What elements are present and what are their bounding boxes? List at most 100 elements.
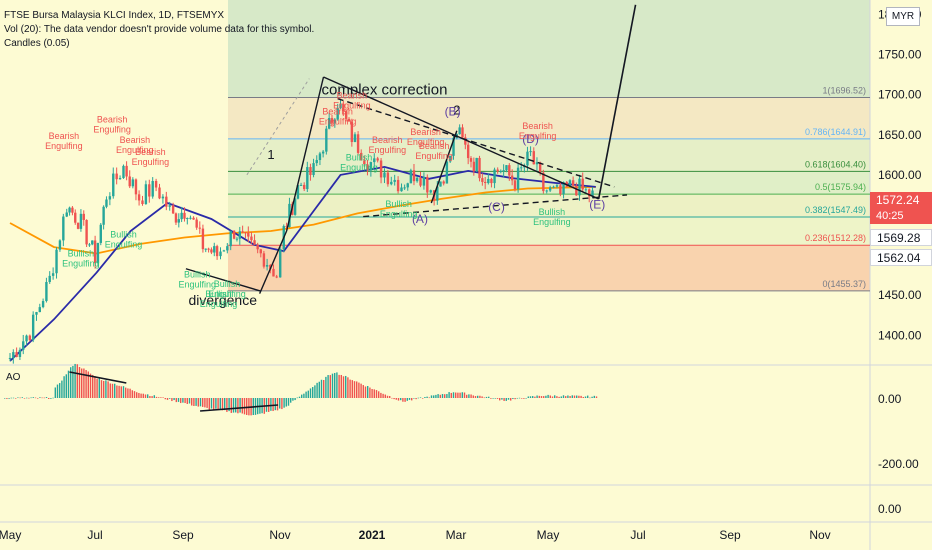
volume-indicator-label[interactable]: Vol (20): The data vendor doesn't provid… — [4, 24, 315, 35]
ao-bar — [373, 389, 375, 398]
currency-badge[interactable]: MYR — [886, 7, 920, 26]
candle — [490, 177, 493, 188]
candle-body — [490, 178, 493, 184]
candle — [68, 206, 71, 216]
ma-price-label: 1569.28 — [870, 229, 932, 246]
ao-bar — [578, 395, 580, 398]
ao-bar — [217, 398, 219, 410]
candle — [22, 334, 25, 355]
ao-bar — [83, 368, 85, 398]
candle-body — [247, 232, 250, 237]
candle — [481, 173, 484, 186]
candle-body — [575, 185, 578, 196]
candle-body — [363, 160, 366, 165]
candle — [475, 157, 478, 173]
pattern-label-line2: Engulfing — [45, 141, 83, 151]
candle — [342, 100, 345, 116]
candle — [96, 242, 100, 267]
candle-body — [125, 165, 128, 177]
wave-line — [597, 4, 637, 200]
candle-body — [144, 184, 148, 205]
ao-bar — [87, 371, 89, 398]
candle-body — [102, 206, 105, 225]
candle — [386, 169, 390, 187]
ao-bar — [23, 398, 26, 399]
time-tick: Jul — [630, 528, 645, 542]
candle-body — [299, 184, 303, 186]
bar-countdown-label: 40:25 — [870, 209, 932, 224]
candle-body — [591, 190, 594, 197]
candle-body — [520, 167, 523, 169]
candle-body — [409, 170, 413, 184]
ao-bar — [39, 397, 41, 398]
candle-body — [186, 218, 189, 220]
ao-bar — [30, 397, 32, 399]
pattern-label-line2: Engulfing — [519, 131, 557, 141]
candle — [366, 159, 369, 176]
candle — [31, 311, 35, 343]
ao-bar — [265, 398, 268, 412]
candle — [439, 181, 442, 187]
candle-body — [18, 349, 22, 357]
candle-body — [426, 176, 429, 193]
candle-body — [93, 240, 97, 264]
ao-bar — [98, 378, 100, 398]
candle — [253, 234, 256, 245]
ao-bar — [67, 370, 70, 398]
candle-body — [137, 194, 141, 201]
candle — [472, 157, 476, 176]
candle-body — [321, 151, 325, 154]
pattern-label-line2: Engulfing — [62, 259, 100, 269]
ao-bar — [408, 398, 411, 400]
ao-bar — [380, 392, 382, 398]
candle-body — [535, 162, 539, 165]
candle — [174, 212, 178, 226]
candle-body — [439, 181, 442, 187]
candle — [461, 124, 464, 138]
ao-bar — [182, 398, 184, 403]
candle — [189, 215, 192, 220]
fib-label: 0.236(1512.28) — [805, 233, 866, 243]
candle — [571, 176, 575, 188]
ao-bar — [375, 390, 378, 398]
ao-bar — [534, 396, 536, 398]
ao-bar — [283, 398, 285, 408]
pattern-label-line2: Engulfing — [340, 162, 378, 172]
candle — [128, 170, 131, 189]
pattern-label-line2: Engulfing — [407, 137, 445, 147]
ao-divergence-line — [200, 404, 279, 412]
candle — [183, 207, 186, 222]
symbol-title[interactable]: FTSE Bursa Malaysia KLCI Index, 1D, FTSE… — [4, 10, 225, 21]
ao-bar — [545, 395, 547, 398]
ao-bar — [131, 390, 133, 398]
candle-body — [256, 244, 259, 250]
candles-indicator-label[interactable]: Candles (0.05) — [4, 38, 70, 49]
candle-body — [445, 161, 449, 184]
ao-bar — [34, 397, 37, 399]
ao-bar — [235, 398, 237, 413]
candle — [469, 156, 473, 168]
ao-bar — [12, 397, 15, 399]
candle-body — [38, 307, 41, 313]
candle-body — [406, 183, 409, 188]
candle-body — [285, 226, 288, 228]
fib-label: 0.382(1547.49) — [805, 205, 866, 215]
ao-bar — [37, 398, 39, 399]
candle — [131, 177, 135, 189]
candle-body — [171, 205, 175, 214]
candle — [299, 182, 303, 186]
ao-bar — [472, 395, 474, 398]
candle-body — [336, 108, 339, 120]
candle — [458, 124, 461, 135]
candle-body — [288, 203, 291, 228]
ao-bar — [369, 387, 371, 398]
ao-bar — [63, 376, 65, 398]
wave-line — [323, 76, 599, 200]
ao-bar — [503, 398, 505, 401]
candle — [74, 209, 77, 225]
candle — [102, 205, 105, 230]
candle-body — [115, 173, 118, 180]
candle — [45, 277, 48, 303]
